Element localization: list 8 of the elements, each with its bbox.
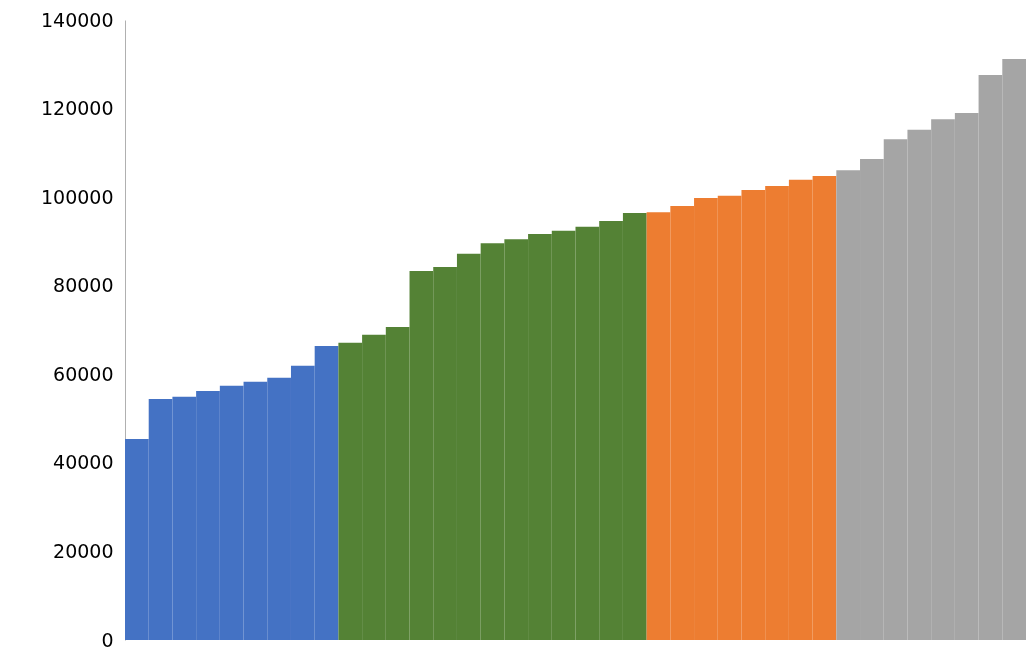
y-tick-label: 20000	[53, 539, 114, 562]
y-tick-label: 0	[101, 628, 114, 650]
y-tick-label: 120000	[40, 97, 114, 120]
y-tick-label: 80000	[53, 274, 114, 297]
y-tick-label: 140000	[40, 8, 114, 31]
y-tick-label: 60000	[53, 362, 114, 385]
y-tick-label: 100000	[40, 185, 114, 208]
y-tick-label: 40000	[53, 451, 114, 474]
